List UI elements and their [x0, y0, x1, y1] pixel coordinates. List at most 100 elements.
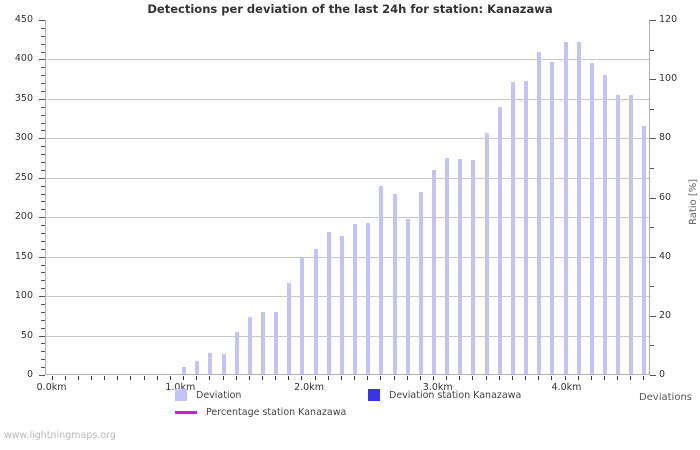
y2-tick-label: 20: [659, 309, 672, 321]
bar[interactable]: [484, 132, 489, 374]
bar[interactable]: [524, 81, 529, 374]
x-tick-label: 4.0km: [551, 382, 582, 393]
bar[interactable]: [366, 222, 371, 374]
bar[interactable]: [445, 157, 450, 374]
bar[interactable]: [287, 282, 292, 374]
x-tick-label: 1.0km: [165, 382, 196, 393]
bar[interactable]: [274, 312, 279, 374]
x-tick: [104, 376, 106, 380]
grid-line: [46, 217, 649, 219]
x-tick: [235, 376, 237, 380]
bar[interactable]: [497, 107, 502, 374]
y-tick-minor: [41, 193, 45, 195]
x-tick-label: 3.0km: [422, 382, 453, 393]
y-tick-minor: [41, 280, 45, 282]
y-tick-minor: [41, 122, 45, 124]
bar[interactable]: [182, 366, 187, 374]
x-tick: [275, 376, 277, 380]
y-tick-minor: [41, 343, 45, 345]
bar[interactable]: [392, 194, 397, 374]
y-tick-minor: [41, 162, 45, 163]
bar[interactable]: [418, 191, 423, 374]
bar[interactable]: [405, 218, 410, 374]
x-tick: [551, 376, 553, 380]
y2-tick-major: [650, 315, 656, 317]
x-tick: [432, 376, 434, 380]
y-tick-minor: [41, 43, 45, 45]
bar[interactable]: [300, 258, 305, 374]
y2-tick-label: 100: [659, 73, 678, 85]
x-tick: [130, 376, 132, 380]
bar[interactable]: [629, 94, 634, 374]
bar[interactable]: [589, 63, 594, 374]
plot-area: [45, 20, 650, 375]
bar[interactable]: [234, 332, 239, 374]
grid-line: [46, 138, 649, 140]
bar[interactable]: [339, 235, 344, 374]
bar[interactable]: [537, 52, 542, 374]
bar[interactable]: [642, 126, 647, 374]
y-tick-label: 150: [14, 250, 33, 262]
bar[interactable]: [379, 186, 384, 374]
y-tick-minor: [41, 154, 45, 156]
x-tick: [117, 376, 119, 380]
bar[interactable]: [221, 353, 226, 374]
x-tick: [288, 376, 290, 380]
legend-swatch-deviation-station: [368, 389, 380, 401]
bar[interactable]: [261, 312, 265, 374]
x-tick: [406, 376, 408, 380]
legend-item-percentage-station[interactable]: Percentage station Kanazawa: [175, 407, 346, 418]
legend-item-deviation-station[interactable]: Deviation station Kanazawa: [368, 389, 521, 401]
y2-tick-label: 0: [659, 369, 666, 380]
bar[interactable]: [458, 159, 463, 374]
x-tick: [64, 376, 66, 380]
bar[interactable]: [208, 352, 213, 374]
legend-item-deviation[interactable]: Deviation: [175, 389, 241, 401]
bar[interactable]: [576, 41, 581, 374]
y-tick-minor: [41, 83, 45, 85]
bar[interactable]: [563, 41, 568, 374]
y-tick-label: 0: [26, 369, 33, 380]
y-tick-label: 400: [14, 53, 33, 65]
y-tick-minor: [41, 185, 45, 187]
y-tick-major: [39, 256, 45, 258]
bar[interactable]: [602, 75, 607, 374]
y2-tick-major: [650, 138, 656, 140]
x-tick: [222, 376, 224, 380]
bar[interactable]: [431, 169, 436, 374]
y2-tick-minor: [650, 49, 654, 51]
bar[interactable]: [247, 317, 252, 374]
y-tick-major: [39, 20, 45, 21]
grid-line: [46, 335, 649, 337]
grid-line: [46, 256, 649, 258]
x-tick: [354, 376, 356, 380]
x-tick: [169, 376, 171, 380]
y-tick-major: [39, 375, 45, 376]
y2-tick-minor: [650, 167, 654, 169]
bar[interactable]: [616, 94, 621, 374]
bar[interactable]: [471, 160, 476, 374]
legend-label-deviation: Deviation: [196, 389, 242, 401]
bar[interactable]: [195, 360, 200, 374]
y-tick-minor: [41, 233, 45, 234]
x-tick: [156, 376, 158, 380]
bar[interactable]: [550, 61, 555, 374]
y-tick-minor: [41, 327, 45, 329]
legend-label-percentage-station: Percentage station Kanazawa: [206, 407, 347, 418]
watermark: www.lightningmaps.org: [4, 430, 116, 441]
x-tick: [525, 376, 527, 380]
y-tick-label: 200: [14, 211, 33, 223]
legend-label-deviation-station: Deviation station Kanazawa: [389, 389, 522, 401]
bar[interactable]: [313, 249, 318, 374]
y-tick-label: 300: [14, 132, 33, 144]
y2-tick-major: [650, 20, 656, 21]
bar[interactable]: [510, 82, 515, 374]
y2-tick-label: 80: [659, 132, 672, 144]
bar[interactable]: [326, 232, 331, 374]
x-tick: [603, 376, 605, 380]
bar[interactable]: [353, 224, 358, 374]
grid-line: [46, 98, 649, 100]
x-axis-label: Deviations: [638, 392, 692, 403]
x-tick: [419, 376, 421, 380]
grid-line: [46, 59, 649, 61]
